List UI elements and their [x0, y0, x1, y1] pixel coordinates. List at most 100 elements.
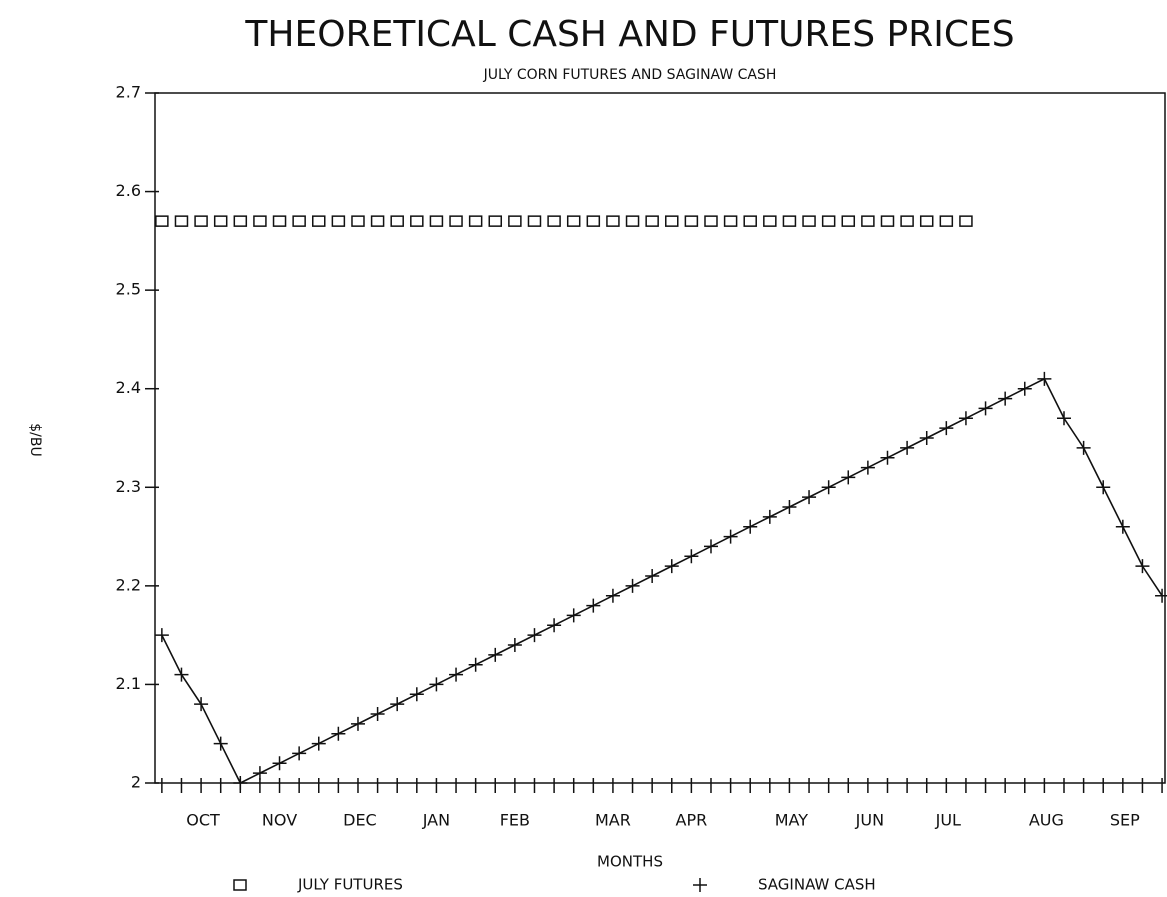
data-point — [390, 215, 404, 227]
x-tick-label: JUN — [855, 811, 884, 830]
data-point — [1037, 371, 1052, 386]
data-point — [821, 480, 836, 495]
data-point — [743, 215, 757, 227]
data-point — [723, 529, 738, 544]
data-point — [547, 215, 561, 227]
chart-subtitle: JULY CORN FUTURES AND SAGINAW CASH — [483, 67, 777, 83]
data-point — [665, 215, 679, 227]
data-point — [154, 628, 169, 643]
data-point — [233, 776, 248, 790]
data-point — [331, 215, 346, 227]
data-point — [763, 215, 777, 227]
data-point — [900, 440, 915, 455]
x-tick-label: DEC — [343, 811, 377, 830]
data-point — [939, 215, 954, 227]
data-point — [370, 215, 385, 227]
data-point — [508, 215, 522, 227]
data-point — [292, 215, 306, 227]
data-point — [449, 667, 464, 682]
y-tick-label: 2.7 — [116, 83, 141, 102]
legend-label: JULY FUTURES — [297, 876, 403, 894]
legend-label: SAGINAW CASH — [758, 876, 876, 894]
data-point — [233, 215, 248, 227]
data-point — [252, 766, 267, 781]
y-tick-label: 2.6 — [116, 181, 141, 200]
y-tick-label: 2.2 — [116, 575, 141, 594]
data-point — [841, 470, 856, 485]
data-point — [919, 431, 934, 445]
data-point — [880, 450, 895, 465]
data-point — [900, 215, 914, 227]
x-tick-label: APR — [676, 811, 708, 830]
data-point — [566, 215, 581, 227]
legend-marker — [693, 878, 707, 892]
data-point — [802, 490, 817, 505]
data-point — [1135, 559, 1150, 574]
data-point — [429, 677, 444, 692]
data-point — [861, 215, 875, 227]
data-point — [605, 588, 620, 603]
data-point — [919, 215, 934, 227]
legend-marker — [233, 879, 247, 891]
data-point — [272, 756, 287, 771]
data-point — [684, 549, 699, 564]
x-tick-label: JUL — [935, 811, 961, 830]
data-point — [194, 697, 209, 712]
data-point — [468, 215, 483, 227]
data-point — [292, 746, 307, 761]
data-point — [566, 608, 581, 623]
data-point — [468, 657, 483, 672]
y-tick-label: 2.1 — [116, 674, 141, 693]
data-point — [684, 215, 699, 227]
data-point — [664, 559, 679, 574]
data-point — [312, 215, 326, 227]
data-point — [429, 215, 444, 227]
y-tick-label: 2.5 — [116, 280, 141, 299]
data-point — [351, 215, 365, 227]
data-point — [155, 215, 169, 227]
data-point — [958, 411, 973, 426]
data-point — [586, 215, 601, 227]
data-point — [174, 215, 189, 227]
data-point — [409, 687, 424, 702]
x-tick-label: NOV — [262, 811, 297, 830]
data-point — [841, 215, 856, 227]
data-point — [350, 716, 365, 731]
y-tick-label: 2.4 — [116, 378, 141, 397]
chart-title: THEORETICAL CASH AND FUTURES PRICES — [244, 14, 1014, 55]
data-point — [625, 578, 640, 593]
data-point — [527, 215, 542, 227]
data-point — [488, 647, 503, 662]
data-point — [547, 618, 562, 633]
data-point — [1017, 381, 1032, 396]
data-point — [507, 638, 522, 652]
data-point — [998, 391, 1013, 406]
data-point — [625, 215, 640, 227]
data-point — [449, 215, 463, 227]
data-point — [939, 421, 954, 436]
data-point — [527, 628, 542, 643]
data-point — [370, 707, 385, 721]
data-point — [645, 215, 659, 227]
x-tick-label: FEB — [500, 811, 530, 830]
data-point — [704, 215, 718, 227]
data-point — [703, 539, 718, 554]
data-point — [880, 215, 895, 227]
data-point — [723, 215, 738, 227]
series-line — [161, 377, 1163, 785]
y-tick-label: 2.3 — [116, 477, 141, 496]
data-point — [1115, 519, 1130, 534]
data-point — [802, 215, 816, 227]
data-point — [743, 519, 758, 534]
data-point — [174, 667, 189, 682]
data-point — [253, 215, 267, 227]
x-tick-label: OCT — [186, 811, 220, 830]
data-point — [645, 569, 660, 583]
data-point — [959, 215, 973, 227]
data-point — [978, 401, 993, 416]
data-point — [762, 509, 777, 524]
data-point — [390, 697, 405, 712]
data-point — [860, 460, 875, 475]
y-axis-label: $/BU — [27, 423, 43, 456]
